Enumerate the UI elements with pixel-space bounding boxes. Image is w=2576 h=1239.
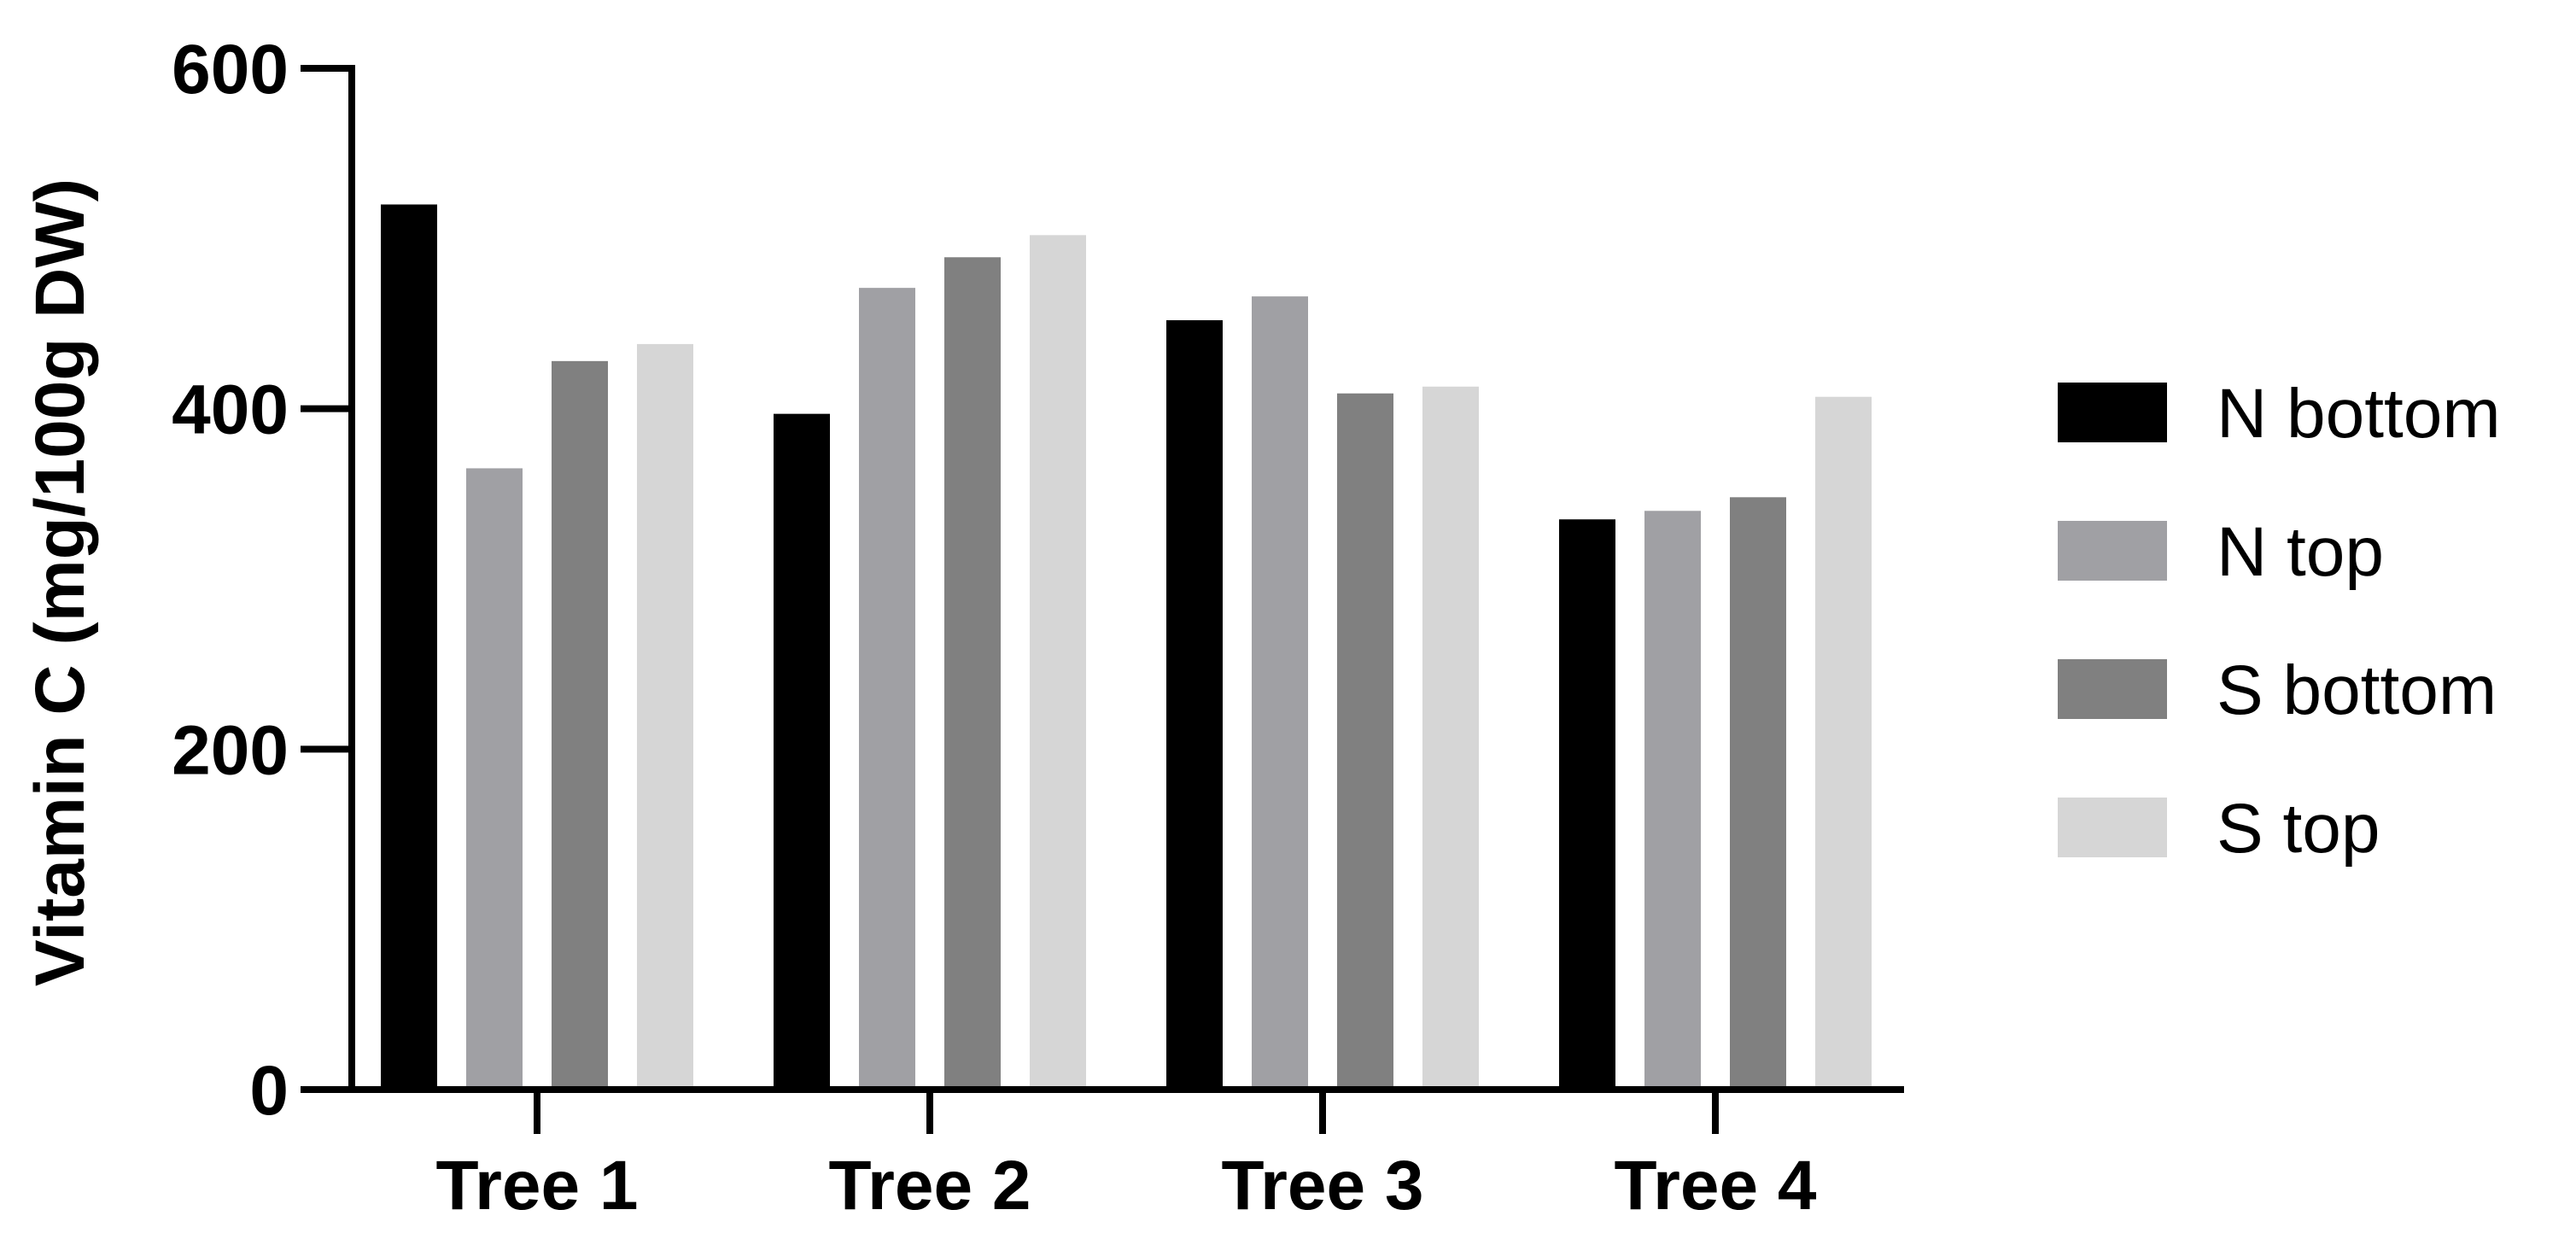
bar-s-top-tree-4 xyxy=(1815,396,1872,1090)
y-tick-label: 400 xyxy=(172,371,289,449)
bar-s-bottom-tree-2 xyxy=(944,257,1001,1090)
y-tick-label: 200 xyxy=(172,711,289,789)
legend: N bottom N top S bottom S top xyxy=(2058,375,2501,868)
bar-n-bottom-tree-3 xyxy=(1166,320,1223,1090)
legend-swatch-s-bottom xyxy=(2058,659,2167,719)
y-axis-title: Vitamin C (mg/100g DW) xyxy=(21,178,99,986)
bar-n-bottom-tree-1 xyxy=(381,204,437,1090)
bar-n-top-tree-3 xyxy=(1252,296,1308,1090)
bar-n-bottom-tree-4 xyxy=(1559,519,1615,1090)
legend-label-s-bottom: S bottom xyxy=(2217,652,2497,729)
legend-swatch-n-bottom xyxy=(2058,383,2167,442)
y-tick-label: 600 xyxy=(172,31,289,108)
legend-label-s-top: S top xyxy=(2217,790,2380,868)
bar-n-top-tree-1 xyxy=(466,468,523,1090)
bar-n-top-tree-2 xyxy=(859,288,915,1090)
bar-s-bottom-tree-4 xyxy=(1730,497,1786,1090)
bar-s-top-tree-2 xyxy=(1030,235,1086,1090)
bars-layer xyxy=(381,204,1872,1090)
x-tick-label: Tree 3 xyxy=(1221,1147,1423,1224)
y-tick-label: 0 xyxy=(249,1052,289,1130)
legend-swatch-n-top xyxy=(2058,521,2167,581)
y-axis-ticks: 0 200 400 600 xyxy=(172,31,352,1130)
axes-layer: 0 200 400 600 Tree 1 Tree 2 Tree 3 Tree 4 xyxy=(172,31,1904,1224)
x-tick-label: Tree 2 xyxy=(828,1147,1031,1224)
bar-s-top-tree-3 xyxy=(1422,386,1479,1090)
legend-label-n-bottom: N bottom xyxy=(2217,375,2501,453)
bar-s-bottom-tree-1 xyxy=(552,360,608,1090)
bar-s-bottom-tree-3 xyxy=(1337,393,1393,1090)
bar-s-top-tree-1 xyxy=(637,343,693,1090)
bar-n-top-tree-4 xyxy=(1644,511,1701,1090)
bar-n-bottom-tree-2 xyxy=(774,413,830,1090)
legend-label-n-top: N top xyxy=(2217,513,2384,591)
x-tick-label: Tree 4 xyxy=(1614,1147,1816,1224)
legend-swatch-s-top xyxy=(2058,798,2167,857)
x-tick-label: Tree 1 xyxy=(435,1147,638,1224)
x-axis-ticks: Tree 1 Tree 2 Tree 3 Tree 4 xyxy=(435,1090,1817,1224)
